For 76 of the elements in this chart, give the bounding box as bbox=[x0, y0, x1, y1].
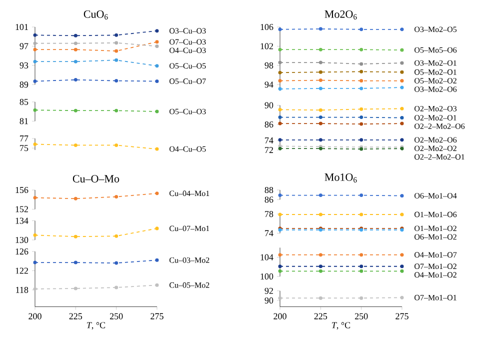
series-label: O4–Cu–O3 bbox=[170, 48, 206, 54]
series-label: O5–Cu–O3 bbox=[170, 108, 206, 114]
series-label: Cu–03–Mo2 bbox=[170, 257, 210, 263]
y-tick-label: 90 bbox=[264, 102, 274, 108]
series-label: O3–Mo2–O5 bbox=[414, 26, 457, 32]
y-tick-label: 89 bbox=[20, 82, 28, 88]
chart-title: Mo2O$_{6}$ bbox=[324, 10, 357, 20]
x-tick-label: 250 bbox=[110, 313, 123, 320]
series-label: O3–Mo2–O1 bbox=[414, 60, 456, 66]
y-tick-label: 104 bbox=[260, 254, 274, 260]
series-label: O7–Mo1–O2 bbox=[414, 264, 456, 270]
y-tick-label: 97 bbox=[20, 43, 28, 50]
y-tick-label: 81 bbox=[20, 118, 28, 124]
series-label: O2–Mo2–O3 bbox=[414, 106, 457, 112]
series-label: O2–Mo2–O1 bbox=[414, 115, 456, 120]
series-label: O4–Cu–O5 bbox=[170, 146, 206, 152]
y-tick-label: 74 bbox=[265, 230, 274, 236]
y-tick-label: 92 bbox=[264, 288, 273, 294]
y-tick-label: 75 bbox=[20, 145, 28, 152]
x-tick-label: 225 bbox=[69, 313, 82, 320]
y-tick-label: 152 bbox=[16, 206, 28, 212]
series-label: O7–Cu–O3 bbox=[170, 39, 206, 45]
y-tick-label: 122 bbox=[16, 268, 28, 274]
y-tick-label: 106 bbox=[260, 24, 274, 30]
y-tick-label: 93 bbox=[20, 62, 28, 68]
series-label: O1–Mo1–O2 bbox=[414, 226, 456, 232]
series-label: O2–Mo2–O2 bbox=[414, 146, 456, 152]
x-tick-label: 250 bbox=[354, 313, 368, 320]
y-tick-label: 156 bbox=[16, 186, 28, 194]
series-label: Cu–07–Mo1 bbox=[170, 226, 210, 232]
x-axis-title: T, °C bbox=[87, 322, 106, 330]
series-label: O5–Mo2–O1 bbox=[414, 69, 456, 75]
series-label: O6–Mo1–O4 bbox=[414, 193, 457, 198]
y-tick-label: 134 bbox=[16, 218, 28, 224]
chart-title: Mo1O$_{6}$ bbox=[324, 173, 357, 182]
y-tick-label: 72 bbox=[265, 147, 273, 153]
series-label: O7–Mo1–O1 bbox=[414, 294, 456, 300]
series-label: O4–Mo1–O7 bbox=[414, 252, 457, 258]
x-tick-label: 225 bbox=[314, 313, 328, 320]
series-label: O3–Cu–O3 bbox=[170, 28, 206, 34]
y-tick-label: 102 bbox=[260, 43, 273, 50]
y-tick-label: 101 bbox=[16, 24, 28, 30]
y-tick-label: 74 bbox=[265, 137, 274, 144]
y-tick-label: 88 bbox=[264, 186, 274, 194]
chart-title: Cu–O–Mo bbox=[72, 175, 120, 182]
x-axis-title: T, °C bbox=[332, 322, 350, 330]
series-label: O3–Mo2–O6 bbox=[414, 86, 457, 92]
y-tick-label: 130 bbox=[16, 236, 28, 243]
x-tick-label: 275 bbox=[150, 313, 164, 320]
series-label: O2–2–Mo2–O6 bbox=[414, 124, 465, 129]
y-tick-label: 126 bbox=[16, 248, 28, 255]
series-label: O5–Mo5–O6 bbox=[414, 47, 457, 53]
series-label: Cu–04–Mo1 bbox=[170, 190, 210, 196]
series-label: O2–Mo2–O6 bbox=[414, 137, 457, 143]
y-tick-label: 86 bbox=[264, 196, 274, 203]
series-label: O5–Cu–O5 bbox=[170, 63, 206, 69]
y-tick-label: 78 bbox=[265, 210, 274, 218]
y-tick-label: 94 bbox=[264, 82, 274, 88]
y-tick-label: 98 bbox=[264, 62, 274, 68]
y-tick-label: 100 bbox=[260, 273, 274, 280]
series-label: O2–2–Mo2–O1 bbox=[414, 154, 464, 160]
series-label: O5–Mo2–O2 bbox=[414, 78, 456, 84]
x-tick-label: 275 bbox=[396, 313, 408, 320]
series-label: O6–Mo1–O2 bbox=[414, 234, 456, 240]
x-tick-label: 200 bbox=[28, 313, 42, 320]
series-label: O5–Cu–O7 bbox=[170, 78, 206, 84]
x-tick-label: 200 bbox=[274, 313, 286, 320]
series-label: O4–Mo1–O2 bbox=[414, 272, 456, 278]
y-tick-label: 90 bbox=[264, 297, 274, 304]
y-tick-label: 77 bbox=[20, 136, 28, 142]
series-label: O1–Mo1–O6 bbox=[414, 212, 457, 218]
y-tick-label: 118 bbox=[16, 286, 28, 293]
series-label: Cu–05–Mo2 bbox=[170, 282, 210, 288]
chart-title: CuO$_{6}$ bbox=[84, 10, 108, 20]
y-tick-label: 86 bbox=[264, 121, 274, 128]
y-tick-label: 85 bbox=[20, 98, 28, 105]
